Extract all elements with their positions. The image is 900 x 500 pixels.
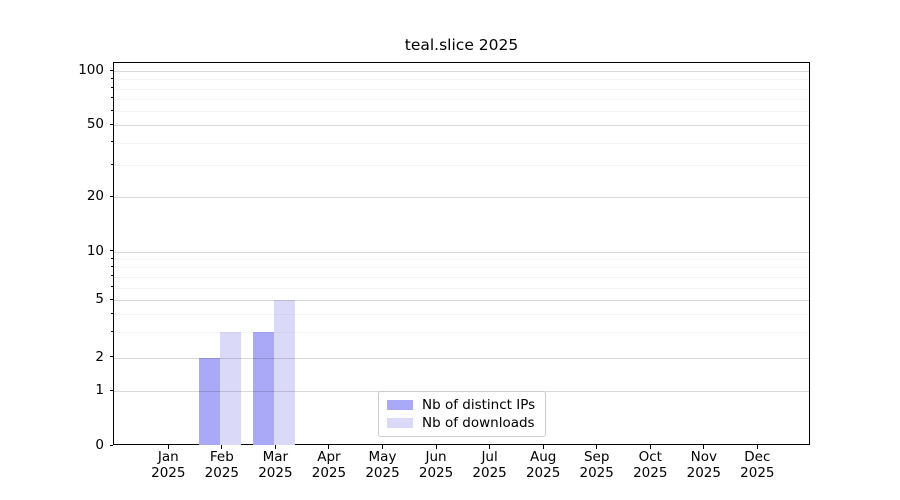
y-tick-mark-50	[109, 123, 113, 125]
x-tick-mark-jun	[435, 445, 437, 449]
y-minor-tick-mark-40	[111, 141, 113, 143]
major-gridline-100	[114, 71, 809, 72]
gridlines-layer	[114, 63, 809, 444]
y-tick-label-20: 20	[86, 188, 104, 205]
y-tick-label-10: 10	[86, 242, 104, 259]
x-tick-mark-feb	[221, 445, 223, 449]
minor-gridline-30	[114, 165, 809, 167]
x-tick-label-nov: Nov 2025	[686, 449, 721, 481]
legend-swatch-downloads	[387, 418, 413, 428]
minor-gridline-8	[114, 267, 809, 269]
y-tick-label-2: 2	[95, 348, 104, 365]
x-tick-label-sep: Sep 2025	[579, 449, 614, 481]
x-tick-mark-oct	[649, 445, 651, 449]
x-tick-mark-dec	[756, 445, 758, 449]
chart-title: teal.slice 2025	[404, 36, 519, 54]
minor-gridline-90	[114, 79, 809, 81]
x-tick-label-oct: Oct 2025	[633, 449, 668, 481]
x-tick-mark-nov	[703, 445, 705, 449]
x-tick-mark-sep	[596, 445, 598, 449]
x-tick-mark-aug	[542, 445, 544, 449]
y-minor-tick-mark-70	[111, 97, 113, 99]
x-tick-label-apr: Apr 2025	[311, 449, 347, 481]
y-minor-tick-mark-60	[111, 109, 113, 111]
x-tick-mark-may	[382, 445, 383, 449]
minor-gridline-6	[114, 287, 809, 289]
legend-swatch-distinct-ips	[387, 400, 413, 410]
major-gridline-5	[114, 300, 809, 302]
y-tick-label-100: 100	[78, 62, 104, 78]
y-tick-label-5: 5	[95, 291, 104, 308]
y-tick-mark-0	[109, 444, 113, 446]
x-tick-label-dec: Dec 2025	[740, 449, 775, 481]
y-tick-mark-10	[109, 250, 113, 252]
x-tick-label-jul: Jul 2025	[472, 449, 507, 481]
minor-gridline-80	[114, 88, 809, 90]
y-tick-label-50: 50	[86, 116, 104, 133]
y-minor-tick-mark-4	[111, 312, 113, 314]
x-tick-mark-jul	[489, 445, 491, 449]
y-minor-tick-mark-90	[111, 77, 113, 79]
bar-downloads-feb	[220, 332, 242, 445]
minor-gridline-40	[114, 142, 809, 144]
plot-area	[113, 62, 810, 445]
legend-entry-distinct-ips: Nb of distinct IPs	[387, 397, 535, 414]
major-gridline-2	[114, 357, 809, 359]
y-minor-tick-mark-9	[111, 257, 113, 259]
y-minor-tick-mark-3	[111, 330, 113, 332]
y-minor-tick-mark-80	[111, 87, 113, 88]
minor-gridline-4	[114, 314, 809, 316]
y-minor-tick-mark-7	[111, 275, 113, 277]
x-tick-label-jan: Jan 2025	[151, 449, 186, 481]
major-gridline-20	[114, 197, 809, 199]
x-tick-mark-apr	[328, 445, 330, 449]
legend: Nb of distinct IPs Nb of downloads	[378, 391, 547, 437]
y-minor-tick-mark-8	[111, 265, 113, 267]
x-tick-mark-jan	[167, 445, 169, 449]
y-tick-mark-2	[109, 356, 113, 358]
y-tick-mark-5	[109, 298, 113, 300]
y-tick-mark-1	[109, 389, 113, 391]
x-tick-label-mar: Mar 2025	[258, 449, 293, 481]
y-tick-label-1: 1	[95, 382, 104, 398]
minor-gridline-7	[114, 276, 809, 278]
legend-label-distinct-ips: Nb of distinct IPs	[422, 396, 536, 413]
major-gridline-10	[114, 251, 809, 253]
legend-label-downloads: Nb of downloads	[422, 414, 535, 431]
minor-gridline-60	[114, 111, 809, 113]
major-gridline-50	[114, 125, 809, 127]
y-tick-label-0: 0	[95, 437, 104, 453]
y-tick-mark-100	[109, 69, 113, 71]
bar-downloads-mar	[274, 300, 295, 445]
bar-distinct-ips-mar	[253, 332, 274, 445]
minor-gridline-9	[114, 259, 809, 261]
legend-entry-downloads: Nb of downloads	[387, 415, 535, 432]
x-tick-mark-mar	[274, 445, 276, 449]
x-tick-label-feb: Feb 2025	[204, 449, 240, 481]
y-minor-tick-mark-30	[111, 163, 113, 165]
y-minor-tick-mark-6	[111, 286, 113, 288]
x-tick-label-jun: Jun 2025	[418, 449, 454, 481]
y-tick-mark-20	[109, 195, 113, 197]
bar-distinct-ips-feb	[199, 357, 221, 445]
bars-layer	[114, 63, 809, 445]
minor-gridline-70	[114, 98, 809, 100]
minor-gridline-3	[114, 332, 809, 334]
x-tick-label-aug: Aug 2025	[525, 449, 561, 481]
x-tick-label-may: May 2025	[365, 449, 400, 481]
